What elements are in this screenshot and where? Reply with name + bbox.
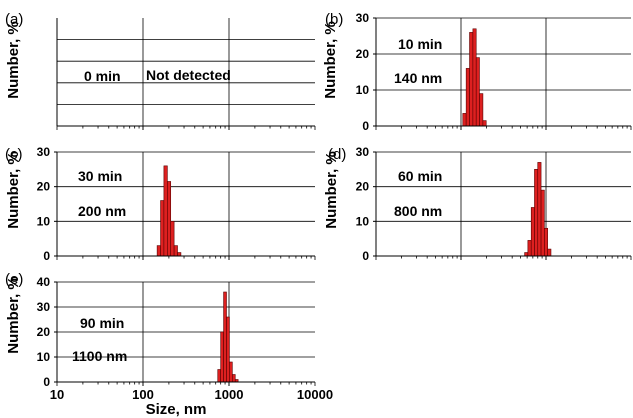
panel-b-bar — [475, 57, 480, 127]
panel-d-bar — [537, 162, 542, 257]
panel-b-label: (b) — [325, 11, 343, 28]
panel-e-label: (e) — [5, 271, 23, 288]
panel-c-bar — [170, 221, 175, 257]
panel-c-bar — [163, 165, 168, 257]
panel-b-y-tick-label: 0 — [362, 119, 369, 133]
panel-d-y-tick-label: 10 — [356, 214, 370, 228]
panel-d-bar — [547, 248, 552, 257]
panel-c-bar — [167, 181, 172, 257]
panel-c-y-tick-label: 20 — [37, 180, 51, 194]
panel-d-y-tick-label: 0 — [362, 249, 369, 263]
panel-d-label: (d) — [328, 146, 346, 163]
panel-c-y-tick-label: 30 — [37, 145, 51, 159]
panel-c-bar — [177, 252, 182, 257]
panel-a-time-annotation: 0 min — [84, 68, 121, 84]
panel-b-bar — [469, 32, 474, 127]
panel-d-time-annotation: 60 min — [398, 168, 442, 184]
panel-c-y-axis-label: Number, % — [5, 151, 22, 229]
x-axis-title: Size, nm — [146, 401, 207, 418]
panel-b-bar — [472, 28, 477, 127]
panel-b-bar — [479, 93, 484, 127]
panel-e-y-axis-label: Number, % — [5, 276, 22, 354]
panel-c-time-annotation: 30 min — [78, 168, 122, 184]
panel-d-bar — [544, 227, 548, 257]
panel-e-y-tick-label: 0 — [43, 375, 50, 389]
panel-b-y-tick-label: 20 — [356, 47, 370, 61]
panel-e-size-annotation: 1100 nm — [72, 348, 127, 364]
panel-b-time-annotation: 10 min — [398, 36, 442, 52]
panel-d-bar — [540, 189, 545, 257]
panel-c-y-tick-label: 10 — [37, 214, 51, 228]
panel-c-size-annotation: 200 nm — [78, 203, 126, 219]
panel-c-y-tick-label: 0 — [43, 249, 50, 263]
panel-a-label: (a) — [5, 11, 23, 28]
panel-e-bar — [220, 331, 224, 383]
panel-c-label: (c) — [5, 146, 23, 163]
panel-c-bar — [160, 200, 165, 257]
panel-d-bar — [527, 240, 532, 257]
panel-e-time-annotation: 90 min — [80, 315, 124, 331]
panel-a-y-axis-label: Number, % — [5, 21, 22, 99]
panel-b-y-tick-label: 10 — [356, 83, 370, 97]
panel-d-bar — [534, 169, 539, 257]
panel-e-y-tick-label: 30 — [37, 300, 51, 314]
panel-b-size-annotation: 140 nm — [394, 70, 442, 86]
panel-e-y-tick-label: 10 — [37, 350, 51, 364]
panel-b-bar — [482, 120, 487, 127]
panel-e-y-tick-label: 40 — [37, 275, 51, 289]
panel-b-bar — [462, 113, 467, 127]
panel-b-bar — [465, 68, 470, 127]
panel-c-bar — [173, 245, 178, 257]
panel-d-y-tick-label: 30 — [356, 145, 370, 159]
panel-d-bar — [524, 252, 529, 257]
panel-d-y-axis-label: Number, % — [323, 151, 340, 229]
panel-e-bar — [226, 316, 230, 383]
panel-e-x-tick-label: 10 — [50, 387, 64, 402]
panel-a-note-annotation: Not detected — [146, 67, 231, 83]
panel-b-y-tick-label: 30 — [356, 11, 370, 25]
panel-c-bar — [156, 245, 161, 257]
panel-d-bar — [530, 207, 535, 257]
panel-d-y-tick-label: 20 — [356, 180, 370, 194]
panel-e-bar — [223, 291, 227, 383]
panel-e-bar — [229, 361, 233, 383]
panel-e-y-tick-label: 20 — [37, 325, 51, 339]
panel-e-x-tick-label: 10000 — [297, 387, 333, 402]
panel-e-bar — [232, 374, 236, 383]
panel-e-bar — [217, 369, 221, 383]
panel-e-x-tick-label: 1000 — [215, 387, 244, 402]
panel-d-size-annotation: 800 nm — [394, 203, 442, 219]
panel-b-y-axis-label: Number, % — [322, 21, 339, 99]
panel-e-x-tick-label: 100 — [132, 387, 154, 402]
